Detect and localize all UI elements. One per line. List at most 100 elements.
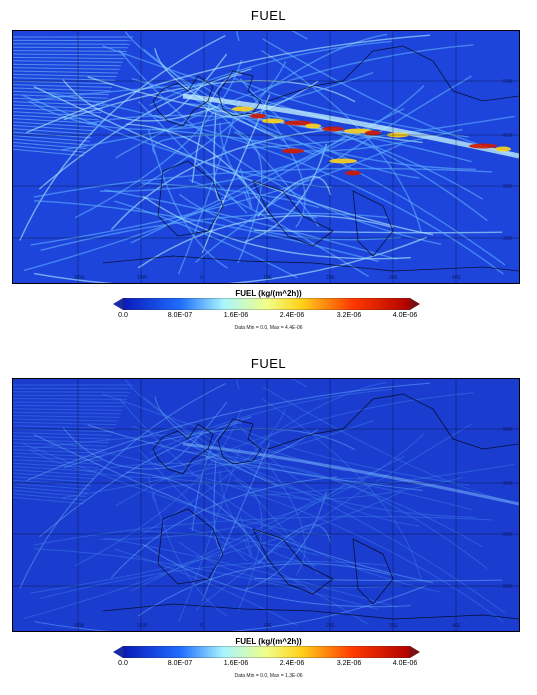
atlantic-track — [13, 466, 98, 472]
atlantic-track — [13, 121, 96, 128]
flight-route — [87, 424, 423, 491]
colorbar-tick: 0.0 — [118, 660, 128, 667]
flight-route — [201, 442, 271, 602]
flight-route — [118, 397, 442, 593]
fuel-map: 20W 10W 0 10E 20E 30E 40E 50N 40N 30N 20N — [12, 30, 520, 284]
flight-route — [191, 422, 242, 531]
flight-route — [149, 388, 392, 454]
colorbar-tick: 8.0E-07 — [167, 660, 193, 667]
coastline — [152, 423, 214, 475]
flight-route — [104, 537, 397, 608]
flight-route — [137, 214, 394, 269]
hotspot — [262, 118, 284, 124]
flight-route — [99, 85, 425, 192]
atlantic-track — [13, 435, 111, 440]
atlantic-track — [13, 442, 108, 447]
flight-route — [187, 442, 476, 518]
hotspot — [322, 126, 344, 132]
flight-route — [19, 35, 226, 241]
atlantic-track — [13, 56, 125, 60]
flight-route — [38, 68, 252, 190]
flight-route — [244, 143, 328, 243]
flight-route — [219, 470, 317, 567]
flight-route — [201, 94, 271, 254]
hotspot — [305, 123, 321, 129]
flight-route — [34, 584, 428, 631]
flight-route — [257, 33, 388, 98]
flight-route — [130, 107, 405, 244]
atlantic-track — [13, 87, 111, 92]
flight-route — [28, 448, 232, 479]
data-range-label: Data Min = 0.0, Max = 4.4E-06 — [234, 325, 303, 331]
flight-route — [262, 386, 511, 503]
hotspot — [282, 148, 304, 154]
colorbar-tick: 0.0 — [118, 312, 128, 319]
hotspot — [232, 106, 254, 112]
flight-route — [75, 407, 243, 567]
flight-route — [26, 382, 431, 482]
atlantic-track — [13, 438, 110, 444]
atlantic-track — [13, 73, 117, 78]
flight-route — [34, 200, 380, 263]
latitude-label: 40N — [503, 133, 513, 139]
atlantic-track — [13, 128, 93, 135]
colorbar-tick: 4.0E-06 — [392, 312, 418, 319]
longitude-label: 0 — [200, 623, 203, 629]
flight-route — [177, 100, 241, 275]
atlantic-track — [13, 394, 129, 397]
atlantic-track — [13, 67, 120, 70]
flight-route — [19, 383, 226, 589]
flight-route — [137, 563, 394, 617]
atlantic-track — [13, 432, 113, 436]
atlantic-track — [13, 408, 123, 411]
data-range-label: Data Min = 0.0, Max = 1.3E-06 — [234, 673, 303, 679]
atlantic-track — [13, 493, 86, 501]
atlantic-track — [13, 469, 96, 476]
atlantic-track — [13, 449, 105, 454]
atlantic-track — [13, 421, 117, 426]
flight-route — [23, 133, 349, 272]
longitude-label: 40E — [452, 275, 462, 281]
atlantic-track — [13, 425, 116, 429]
flight-route — [178, 193, 401, 241]
flight-route — [261, 398, 422, 581]
atlantic-track — [13, 63, 122, 67]
flight-route — [189, 179, 369, 278]
atlantic-track — [13, 124, 95, 132]
flight-route — [236, 31, 308, 42]
hotspot — [495, 146, 511, 152]
colorbar-ticks: 0.0 8.0E-07 1.6E-06 2.4E-06 3.2E-06 4.0E… — [0, 312, 537, 322]
colorbar-tick: 2.4E-06 — [279, 312, 305, 319]
longitude-label: 40E — [452, 623, 462, 629]
latitude-label: 30N — [503, 184, 513, 190]
flight-route — [219, 122, 317, 219]
flight-route — [40, 560, 389, 599]
flight-route — [87, 114, 472, 163]
atlantic-track — [13, 428, 114, 433]
longitude-label: 30E — [389, 623, 399, 629]
flight-route — [201, 428, 319, 466]
coastline — [252, 528, 334, 595]
flight-route — [152, 476, 315, 503]
flight-route — [34, 236, 428, 283]
coastline — [157, 508, 224, 585]
longitude-label: 10E — [263, 275, 273, 281]
longitude-label: 10W — [137, 275, 148, 281]
latitude-label: 30N — [503, 532, 513, 538]
atlantic-track — [13, 398, 128, 400]
flight-route — [40, 212, 389, 251]
coastline — [152, 75, 214, 127]
flight-route — [38, 416, 252, 538]
flight-route — [142, 195, 411, 260]
flight-route — [115, 44, 474, 159]
latitude-label: 40N — [503, 481, 513, 487]
flight-route — [31, 82, 218, 102]
colorbar — [113, 298, 420, 310]
coastline — [217, 70, 262, 117]
coastline — [352, 190, 394, 257]
fuel-panel-bottom: FUEL 20W 10W 0 10E 20E 30E 40E 50N 40N 30N 20N FUE… — [0, 348, 537, 695]
flight-route — [140, 530, 320, 557]
flight-route — [253, 97, 306, 228]
atlantic-track — [13, 138, 89, 146]
flight-route — [22, 442, 332, 536]
